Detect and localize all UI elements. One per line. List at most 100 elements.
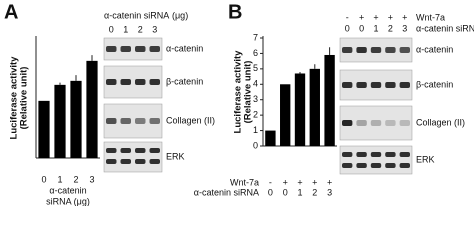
x-row-value: +	[327, 177, 332, 187]
band-label: Collagen (II)	[166, 115, 215, 125]
band-label: α-catenin	[416, 44, 453, 54]
y-tick-label: 3	[253, 94, 258, 104]
blot-band	[385, 120, 396, 126]
blot-band	[149, 159, 160, 164]
lane-label: +	[388, 12, 393, 22]
y-tick-label: 4	[253, 79, 258, 89]
blot-band	[385, 47, 396, 53]
band-label: ERK	[166, 151, 185, 161]
blot-band	[135, 79, 146, 85]
x-row-value: 2	[312, 187, 317, 197]
x-tick-label: 3	[89, 174, 94, 184]
blot-band	[399, 120, 410, 126]
y-label: Luciferase activity	[233, 50, 244, 134]
blot-panel	[103, 37, 163, 61]
y-tick-label: 1	[253, 125, 258, 135]
blot-band	[370, 82, 382, 88]
blot-band	[356, 82, 367, 88]
x-row-value: +	[283, 177, 288, 187]
blot-band	[120, 148, 131, 153]
x-row-label: α-catenin siRNA	[194, 187, 259, 197]
blot-band	[106, 148, 117, 153]
figure: A B Luciferase activity (Relative unit)0 1…	[4, 1, 474, 206]
x-row-value: 3	[327, 187, 332, 197]
blot-band	[356, 47, 367, 53]
blot-band	[342, 82, 353, 88]
lane-label: 1	[373, 23, 378, 33]
x-tick-label: 2	[73, 174, 78, 184]
panel-label: A	[4, 1, 18, 23]
blot-band	[149, 118, 160, 124]
band-label: α-catenin	[166, 43, 203, 53]
x-row-value: 1	[297, 187, 302, 197]
blot-band	[399, 152, 410, 157]
y-tick-label: 6	[253, 48, 258, 58]
lane-label: 0	[345, 23, 350, 33]
blot-band	[120, 118, 131, 124]
x-row-value: -	[269, 177, 272, 187]
blot-band	[399, 163, 410, 168]
y-sublabel: (Relative unit)	[243, 61, 254, 124]
y-tick-label: 0	[253, 140, 258, 150]
blot-panel	[103, 141, 163, 173]
lane-label: +	[402, 12, 407, 22]
bar	[54, 84, 66, 158]
blot-band	[106, 159, 117, 164]
x-row-label: Wnt-7a	[230, 177, 259, 187]
blot-band	[120, 79, 131, 85]
lane-label: -	[346, 12, 349, 22]
bar	[38, 100, 50, 158]
x-label: siRNA (μg)	[46, 196, 90, 206]
blot-band	[356, 152, 367, 157]
blot-band	[135, 118, 146, 124]
y-tick-label: 5	[253, 63, 258, 73]
blot-band	[120, 46, 131, 52]
lane-label: 0	[359, 23, 364, 33]
bar	[265, 130, 276, 146]
panel-label: B	[228, 1, 242, 23]
blot-header: (μg)	[172, 10, 188, 20]
x-row-value: +	[312, 177, 317, 187]
blot-band	[385, 152, 396, 157]
blot-band	[149, 148, 160, 153]
lane-label: +	[373, 12, 378, 22]
blot-band	[342, 120, 353, 126]
blot-band	[370, 47, 382, 53]
blot-band	[385, 82, 396, 88]
blot-band	[120, 159, 131, 164]
header-row-label: α-catenin siRNA	[416, 23, 474, 33]
x-row-value: 0	[268, 187, 273, 197]
band-label: β-catenin	[166, 76, 203, 86]
blot-band	[106, 79, 117, 85]
blot-band	[106, 118, 117, 124]
bar	[309, 68, 320, 146]
blot-panel	[339, 145, 413, 175]
blot-band	[370, 163, 382, 168]
blot-header: α-catenin siRNA	[104, 10, 169, 20]
blot-band	[370, 152, 382, 157]
band-label: Collagen (II)	[416, 117, 465, 127]
bar	[324, 54, 335, 146]
blot-band	[135, 148, 146, 153]
blot-band	[399, 82, 410, 88]
bar	[86, 60, 98, 158]
blot-band	[356, 120, 367, 126]
band-label: β-catenin	[416, 79, 453, 89]
x-tick-label: 0	[41, 174, 46, 184]
blot-band	[385, 163, 396, 168]
blot-band	[370, 120, 382, 126]
blot-band	[399, 47, 410, 53]
blot-band	[149, 79, 160, 85]
y-tick-label: 7	[253, 32, 258, 42]
blot-band	[106, 46, 117, 52]
x-tick-label: 1	[57, 174, 62, 184]
blot-band	[342, 47, 353, 53]
blot-band	[342, 152, 353, 157]
lane-label: 1	[123, 24, 128, 34]
y-sublabel: (Relative unit)	[19, 67, 30, 130]
x-row-value: 0	[283, 187, 288, 197]
x-row-value: +	[297, 177, 302, 187]
lane-label: 2	[138, 24, 143, 34]
blot-band	[356, 163, 367, 168]
lane-label: 2	[388, 23, 393, 33]
